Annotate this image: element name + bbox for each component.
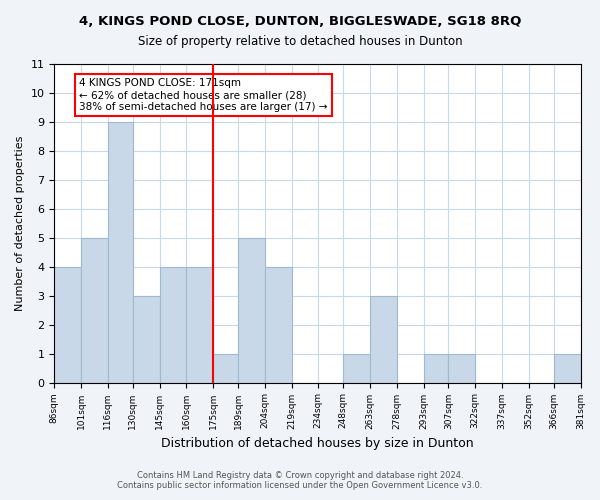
Y-axis label: Number of detached properties: Number of detached properties xyxy=(15,136,25,311)
Bar xyxy=(160,266,186,382)
Bar xyxy=(448,354,475,382)
Bar xyxy=(186,266,213,382)
Text: 4, KINGS POND CLOSE, DUNTON, BIGGLESWADE, SG18 8RQ: 4, KINGS POND CLOSE, DUNTON, BIGGLESWADE… xyxy=(79,15,521,28)
Text: Size of property relative to detached houses in Dunton: Size of property relative to detached ho… xyxy=(137,35,463,48)
Bar xyxy=(81,238,108,382)
Bar xyxy=(54,266,81,382)
Bar xyxy=(265,266,292,382)
Bar xyxy=(238,238,265,382)
Text: Contains HM Land Registry data © Crown copyright and database right 2024.
Contai: Contains HM Land Registry data © Crown c… xyxy=(118,470,482,490)
Bar xyxy=(213,354,238,382)
Bar xyxy=(343,354,370,382)
Bar xyxy=(424,354,448,382)
Text: 4 KINGS POND CLOSE: 171sqm
← 62% of detached houses are smaller (28)
38% of semi: 4 KINGS POND CLOSE: 171sqm ← 62% of deta… xyxy=(79,78,328,112)
Bar xyxy=(554,354,581,382)
Bar xyxy=(133,296,160,382)
Bar xyxy=(370,296,397,382)
Bar xyxy=(108,122,133,382)
X-axis label: Distribution of detached houses by size in Dunton: Distribution of detached houses by size … xyxy=(161,437,474,450)
